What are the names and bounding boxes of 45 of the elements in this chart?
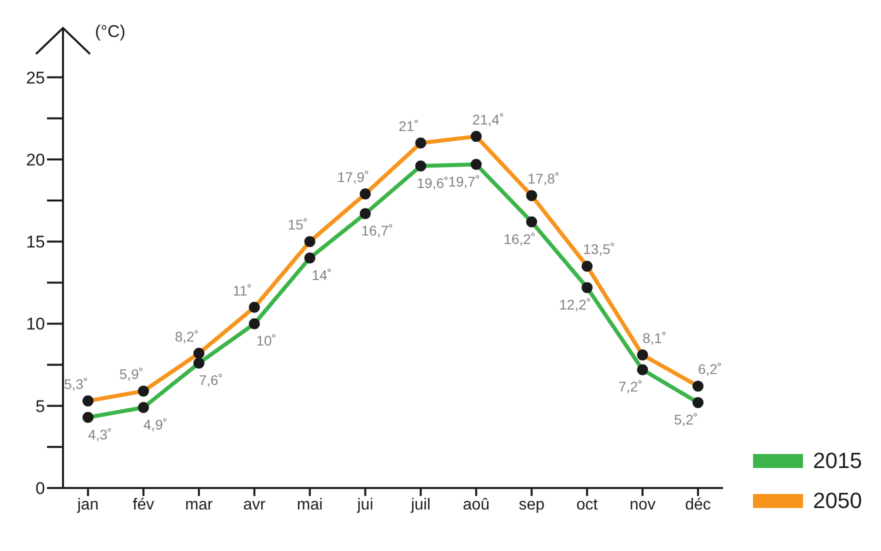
x-tick-label: mar [185, 496, 214, 514]
data-label: 14˚ [312, 267, 332, 283]
data-label: 19,7˚ [448, 173, 480, 190]
x-tick-label: déc [685, 496, 711, 514]
data-label: 17,9˚ [337, 168, 370, 185]
data-label: 5,3˚ [64, 376, 88, 392]
data-label: 6,2˚ [698, 361, 722, 378]
data-label: 10˚ [256, 332, 276, 349]
x-tick-label: jan [76, 496, 99, 514]
x-tick-label: jui [356, 496, 374, 514]
data-label: 11˚ [232, 282, 252, 298]
data-label: 16,7˚ [361, 222, 394, 239]
x-tick-label: juil [410, 496, 431, 514]
y-tick-label: 0 [36, 479, 45, 498]
x-tick-label: sep [518, 496, 545, 514]
legend-label: 2015 [813, 448, 862, 474]
y-tick-label: 10 [26, 314, 45, 334]
x-tick-label: fév [132, 496, 154, 514]
data-label: 4,3˚ [88, 426, 112, 442]
y-axis-title: (°C) [95, 22, 126, 42]
data-label: 12,2˚ [559, 296, 592, 313]
y-tick-label: 25 [26, 68, 45, 88]
data-label: 21,4˚ [472, 111, 504, 128]
x-tick-label: oct [576, 496, 598, 514]
data-label: 13,5˚ [583, 241, 616, 258]
data-label: 7,6˚ [198, 372, 223, 388]
x-tick-label: avr [243, 496, 266, 514]
data-label: 16,2˚ [504, 230, 536, 247]
data-label: 8,1˚ [642, 330, 667, 346]
y-tick-label: 20 [26, 150, 45, 170]
x-tick-label: mai [296, 496, 323, 514]
data-label: 4,9˚ [143, 416, 168, 432]
data-label: 17,8˚ [528, 170, 560, 187]
data-label: 8,2˚ [174, 328, 199, 344]
y-tick-label: 5 [36, 396, 45, 416]
data-label: 7,2˚ [618, 378, 643, 395]
data-label: 15˚ [288, 216, 308, 233]
data-label: 5,2˚ [674, 412, 698, 428]
y-tick-label: 15 [26, 232, 45, 252]
data-label: 21˚ [398, 118, 419, 134]
data-label: 5,9˚ [119, 366, 144, 382]
x-tick-label: nov [630, 496, 656, 514]
data-label: 19,6˚ [416, 175, 449, 191]
x-tick-label: aoû [462, 496, 490, 514]
legend-label: 2050 [813, 488, 862, 514]
